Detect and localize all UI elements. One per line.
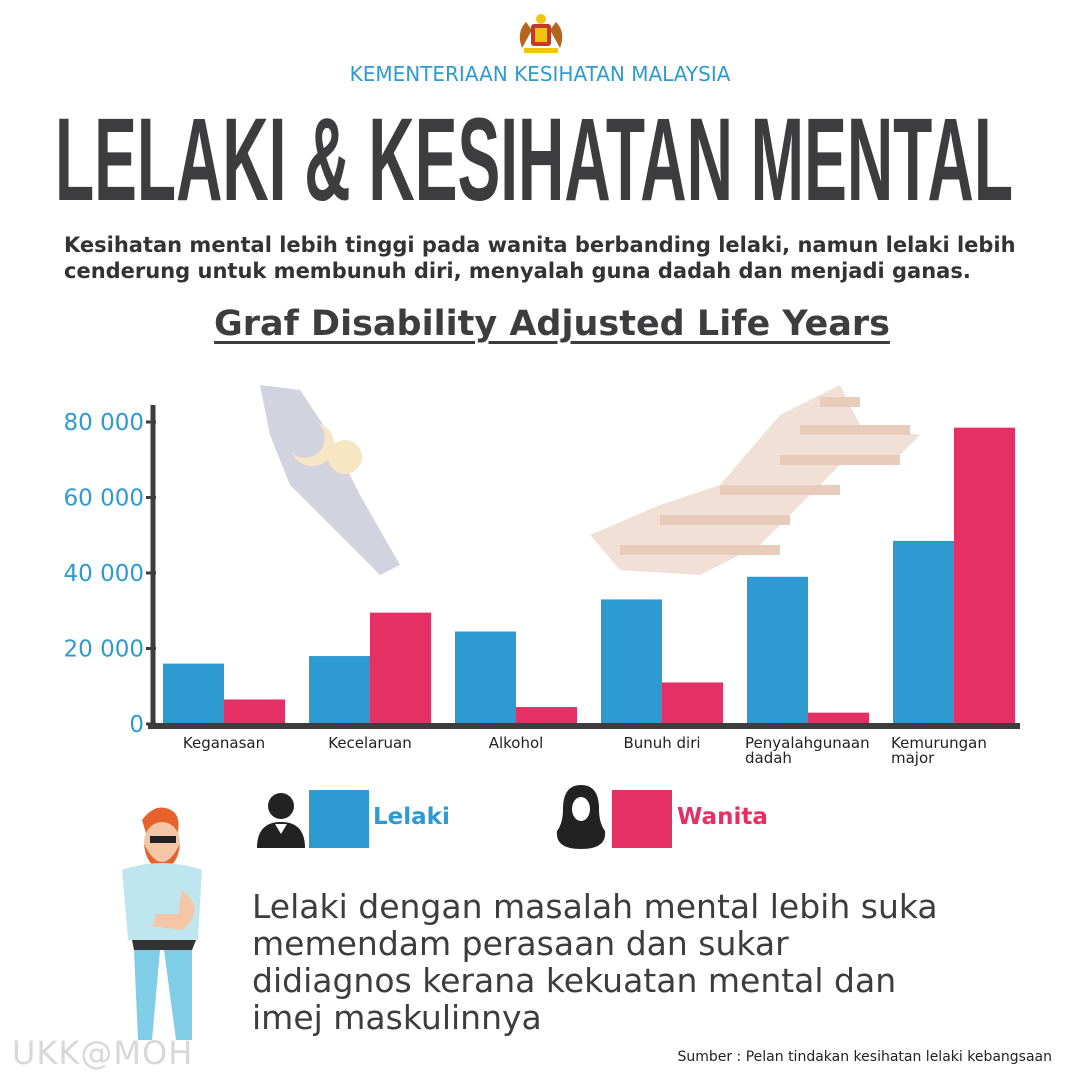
- bar-wanita: [516, 707, 577, 724]
- bar-lelaki: [747, 576, 808, 724]
- x-tick-label: major: [891, 749, 935, 767]
- y-tick-label: 60 000: [64, 486, 144, 512]
- intro-text: Kesihatan mental lebih tinggi pada wanit…: [64, 233, 1016, 283]
- malaysia-map-background: [260, 385, 920, 575]
- y-tick-label: 80 000: [64, 410, 144, 436]
- female-person-icon: [556, 785, 606, 849]
- chart-title: Graf Disability Adjusted Life Years: [214, 304, 890, 344]
- male-person-icon: [257, 793, 305, 848]
- bar-lelaki: [601, 599, 662, 724]
- bar-wanita: [662, 682, 723, 724]
- y-tick-label: 40 000: [64, 561, 144, 587]
- x-tick-label: Alkohol: [489, 734, 544, 752]
- bar-wanita: [954, 427, 1015, 724]
- legend-label-male: Lelaki: [373, 804, 450, 830]
- legend-swatch-male: [309, 790, 369, 848]
- dalys-bar-chart: 0 20 000 40 000 60 000 80 000 Keganasan Kecela…: [64, 405, 1020, 767]
- source-citation: Sumber : Pelan tindakan kesihatan lelaki…: [677, 1049, 1052, 1065]
- x-tick-label: Bunuh diri: [623, 734, 700, 752]
- bar-lelaki: [309, 656, 370, 724]
- malaysia-coat-of-arms-logo: [519, 14, 563, 53]
- bar-lelaki: [893, 540, 954, 724]
- bar-wanita: [808, 712, 869, 724]
- x-tick-label: Kecelaruan: [328, 734, 412, 752]
- legend-swatch-female: [612, 790, 672, 848]
- main-title-text: LELAKI & KESIHATAN MENTAL: [55, 108, 1013, 208]
- ministry-name: KEMENTERIAAN KESIHATAN MALAYSIA: [349, 62, 731, 86]
- x-tick-label: Kemurungan: [891, 734, 987, 752]
- bar-wanita: [370, 612, 431, 724]
- x-tick-label: Keganasan: [183, 734, 265, 752]
- bar-lelaki: [455, 631, 516, 724]
- key-message: Lelaki dengan masalah mental lebih suka …: [252, 887, 938, 1037]
- x-tick-label: Penyalahgunaan: [745, 734, 870, 752]
- main-title: LELAKI & KESIHATAN MENTAL: [55, 108, 1013, 208]
- legend-label-female: Wanita: [677, 804, 768, 830]
- y-tick-label: 20 000: [64, 637, 144, 663]
- bar-lelaki: [163, 663, 224, 724]
- y-tick-label: 0: [129, 712, 144, 738]
- x-tick-label: dadah: [745, 749, 792, 767]
- bearded-man-illustration: [122, 807, 202, 1040]
- bar-wanita: [224, 699, 285, 724]
- watermark: UKK@MOH: [12, 1034, 194, 1072]
